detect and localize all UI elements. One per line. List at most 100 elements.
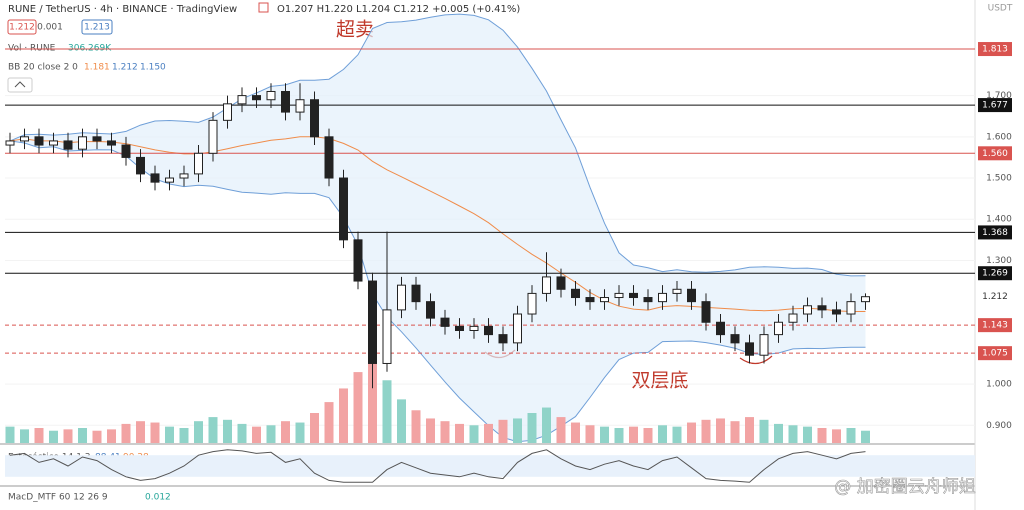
ask-box[interactable] [81,19,113,35]
candle-body [252,95,261,101]
candle-body [513,313,522,344]
volume-bar [223,419,232,443]
candle-body [339,177,348,241]
candle-body [368,280,377,364]
chevron [14,81,26,88]
candle-body [20,136,29,142]
annotation: 双层底 [631,370,688,392]
volume-bar [353,372,363,443]
bb-basis [9,136,866,312]
candle-body [556,276,566,290]
bottom-arc [739,355,773,365]
level-label: 1.813 [982,45,1008,55]
candle-body [266,90,276,101]
volume-bar [5,426,15,443]
y-tick-label: 1.000 [986,380,1012,390]
candle-body [498,334,508,344]
volume-bar [266,425,276,443]
candle-body [5,140,15,146]
candle-body [571,288,580,299]
ohlc: O1.207 H1.220 L1.204 C1.212 +0.005 (+0.4… [277,4,520,15]
candle-body [455,325,464,331]
candle-body [687,288,696,303]
level-tag [978,42,1012,57]
currency: USDT [988,4,1013,14]
candle-body [585,297,595,303]
candle-body [803,305,812,315]
icon[interactable] [258,2,269,13]
volume-bar [513,418,522,443]
candle-body [208,119,218,154]
candle-body [397,284,406,311]
candle-body [194,152,203,175]
candle-body [78,136,87,150]
candle-body [295,99,305,113]
candle-body [745,342,754,356]
volume-bar [426,418,435,443]
bb-upper [9,13,866,277]
volume-bar [34,428,44,443]
candle-body [759,334,769,356]
level-label: 1.560 [982,149,1008,159]
volume-bar [600,426,609,443]
candle-body [600,297,609,303]
volume-bar [542,407,551,443]
volume-bar [803,426,812,443]
volume-bar [295,422,305,443]
level-tag [978,318,1012,333]
candle-body [861,296,870,303]
candle-body [716,321,725,336]
candle-body [527,292,537,315]
volume-bar [846,428,856,443]
volume-bar [339,388,348,443]
candle-body [774,321,783,336]
volume-bar [78,428,87,443]
candle-body [281,90,290,113]
stoch-band [5,455,975,477]
candle-body [672,288,682,294]
volume-bar [556,417,566,443]
volume-bar [165,426,174,443]
candle-body [353,239,363,282]
volume-bar [571,422,580,443]
volume-label: Vol · RUNE [8,44,56,54]
volume-bar [281,421,290,443]
candle-body [107,140,116,146]
candle-body [49,140,58,146]
bb-value: 1.181 [84,63,110,73]
level-label: 1.677 [982,101,1008,111]
candle-body [34,136,44,146]
candle-body [846,301,856,315]
candle-body [643,297,653,303]
volume-bar [49,430,58,443]
volume-bar [672,426,682,443]
y-tick-label: 1.700 [986,91,1012,101]
volume-bar [469,425,479,443]
candle-body [730,334,740,344]
ask: 1.213 [84,23,110,33]
candle-body [63,140,73,150]
y-tick-label: 1.600 [986,132,1012,142]
bid-box[interactable] [7,19,37,35]
volume-bar [310,413,319,443]
symbol-title: RUNE / TetherUS · 4h · BINANCE · Trading… [8,4,237,15]
candle-body [92,136,102,142]
level-tag [978,346,1012,361]
watermark: @ 加密圈云舟师姐 [834,477,975,497]
volume-bar [440,421,450,443]
candle-body [832,309,841,315]
volume-bar [237,423,247,443]
volume-bar [136,421,145,443]
volume-bar [730,421,740,443]
volume-bar [643,428,653,443]
macd-value: 0.012 [145,493,171,503]
candle-body [629,292,638,299]
candle-body [324,136,334,179]
volume-bar [716,418,725,443]
collapse-button[interactable] [7,77,33,93]
volume-bar [382,380,392,443]
level-tag [978,225,1012,240]
candle-body [701,301,711,323]
volume-bar [774,423,783,443]
macd-label: MacD_MTF 60 12 26 9 [8,493,108,503]
